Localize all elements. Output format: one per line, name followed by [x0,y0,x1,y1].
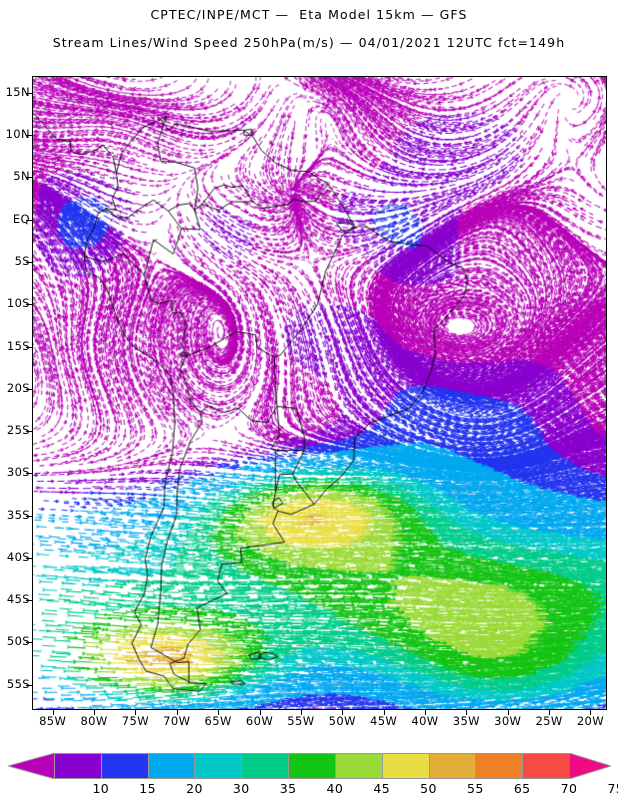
colorbar-label-70: 70 [549,781,589,796]
y-tick-mark [26,93,32,94]
colorbar-label-30: 30 [221,781,261,796]
colorbar-swatch-2 [148,753,196,779]
y-tick-mark [26,262,32,263]
colorbar-swatch-6 [335,753,383,779]
x-tick-mark [177,710,178,715]
colorbar-label-55: 55 [455,781,495,796]
x-tick-mark [218,710,219,715]
x-tick-label-35w: 35W [446,716,486,727]
x-tick-mark [590,710,591,715]
y-tick-mark [26,473,32,474]
colorbar-under-arrow [8,753,55,779]
y-tick-mark [26,431,32,432]
title-block: CPTEC/INPE/MCT — Eta Model 15km — GFS St… [0,0,618,50]
y-tick-mark [26,600,32,601]
colorbar-label-75: 75 [596,781,618,796]
x-tick-mark [384,710,385,715]
colorbar-swatch-9 [475,753,523,779]
x-tick-label-60w: 60W [240,716,280,727]
colorbar-label-35: 35 [268,781,308,796]
x-tick-label-70w: 70W [157,716,197,727]
y-tick-mark [26,135,32,136]
x-tick-mark [508,710,509,715]
x-tick-mark [466,710,467,715]
x-tick-label-30w: 30W [488,716,528,727]
colorbar-over-arrow [569,753,611,779]
y-tick-mark [26,642,32,643]
streamline-wind-field [33,77,606,709]
colorbar-swatch-10 [522,753,570,779]
x-tick-mark [135,710,136,715]
x-tick-label-75w: 75W [115,716,155,727]
colorbar-swatches [54,753,570,779]
x-tick-label-55w: 55W [281,716,321,727]
x-tick-label-40w: 40W [405,716,445,727]
y-tick-mark [26,347,32,348]
x-tick-mark [301,710,302,715]
chart-title-sub: Stream Lines/Wind Speed 250hPa(m/s) — 04… [0,35,618,50]
colorbar-swatch-5 [288,753,336,779]
x-tick-mark [260,710,261,715]
x-tick-label-25w: 25W [529,716,569,727]
x-tick-label-80w: 80W [74,716,114,727]
colorbar-label-45: 45 [362,781,402,796]
x-tick-mark [94,710,95,715]
colorbar-swatch-8 [429,753,477,779]
colorbar-label-50: 50 [409,781,449,796]
chart-title-main: CPTEC/INPE/MCT — Eta Model 15km — GFS [0,7,618,22]
x-tick-mark [53,710,54,715]
y-tick-mark [26,304,32,305]
colorbar-swatch-3 [194,753,242,779]
colorbar-label-20: 20 [174,781,214,796]
y-tick-mark [26,558,32,559]
map-plot-area [32,76,607,710]
x-tick-mark [342,710,343,715]
y-tick-mark [26,685,32,686]
x-tick-label-65w: 65W [198,716,238,727]
wind-speed-colorbar: 10 15 20 30 35 40 45 50 55 65 70 75 [0,748,618,800]
x-tick-label-20w: 20W [570,716,610,727]
y-tick-mark [26,516,32,517]
colorbar-label-10: 10 [81,781,121,796]
colorbar-swatch-1 [101,753,149,779]
x-tick-mark [425,710,426,715]
colorbar-swatch-4 [241,753,289,779]
colorbar-label-40: 40 [315,781,355,796]
x-tick-label-50w: 50W [322,716,362,727]
x-tick-label-45w: 45W [364,716,404,727]
y-tick-mark [26,220,32,221]
x-tick-label-85w: 85W [33,716,73,727]
colorbar-label-15: 15 [128,781,168,796]
y-tick-mark [26,389,32,390]
colorbar-label-65: 65 [502,781,542,796]
colorbar-swatch-7 [382,753,430,779]
x-tick-mark [549,710,550,715]
y-tick-mark [26,177,32,178]
colorbar-swatch-0 [54,753,102,779]
